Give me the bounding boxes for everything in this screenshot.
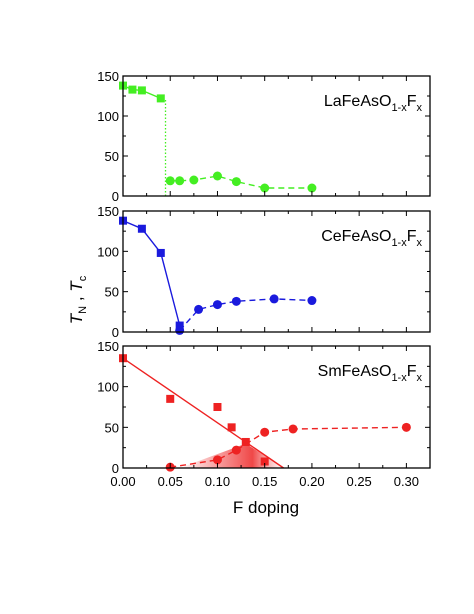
tc-series-point xyxy=(212,171,222,181)
y-tick-label: 100 xyxy=(97,380,119,395)
tc-series-point xyxy=(260,183,270,193)
tc-series-point xyxy=(269,294,279,304)
tc-series-point xyxy=(231,445,241,455)
y-axis-label: TN , Tc xyxy=(67,275,89,324)
panel-label: CeFeAsO1-xFx xyxy=(321,228,422,249)
x-axis: 0.00 0.05 0.10 0.15 0.20 0.25 0.30 xyxy=(110,474,419,489)
x-tick-label: 0.30 xyxy=(394,474,419,489)
tn-series-line xyxy=(122,220,181,326)
panel-2: 0 50 100 150 CeFeAsO1-xFx xyxy=(97,204,431,340)
x-tick-label: 0.10 xyxy=(205,474,230,489)
tc-series-point xyxy=(165,176,175,186)
tc-series-point xyxy=(175,176,185,186)
tc-series-point xyxy=(231,296,241,306)
tc-series-point xyxy=(231,177,241,187)
panel-1: 0 50 100 150 LaFeAsO1-xFx xyxy=(97,69,431,204)
tn-series-point xyxy=(241,437,250,446)
tc-series-point xyxy=(194,304,204,314)
y-tick-label: 50 xyxy=(105,285,119,300)
tn-series-point xyxy=(156,94,165,103)
x-axis-label: F doping xyxy=(233,498,299,517)
tn-series-point xyxy=(166,394,175,403)
tc-series-line xyxy=(170,426,407,468)
panel-3: 0 50 100 150 SmFeAsO1-xFx xyxy=(97,339,431,476)
tc-series-point xyxy=(288,424,298,434)
panel-label: LaFeAsO1-xFx xyxy=(324,93,423,114)
y-tick-label: 50 xyxy=(105,420,119,435)
tn-series-point xyxy=(137,224,146,233)
tc-series-point xyxy=(307,296,317,306)
y-tick-label: 100 xyxy=(97,109,119,124)
y-tick-label: 0 xyxy=(112,189,119,204)
tn-series-point xyxy=(213,403,222,411)
tc-series-line xyxy=(179,298,312,331)
y-tick-label: 100 xyxy=(97,244,119,259)
tc-series-point xyxy=(401,422,411,432)
panel-label: SmFeAsO1-xFx xyxy=(318,363,423,384)
tn-series-point xyxy=(156,248,165,257)
y-axis-title: TN , Tc xyxy=(67,275,89,324)
tc-series-point xyxy=(260,427,270,437)
tn-series-point xyxy=(175,321,184,330)
tc-series-point xyxy=(212,300,222,310)
tc-series-point xyxy=(189,175,199,185)
x-tick-label: 0.25 xyxy=(346,474,371,489)
tc-series-point xyxy=(212,455,222,465)
tc-series-point xyxy=(175,325,185,335)
x-tick-label: 0.00 xyxy=(110,474,135,489)
tn-series-point xyxy=(227,423,236,432)
tn-fit-line xyxy=(122,357,284,469)
x-tick-label: 0.05 xyxy=(158,474,183,489)
tn-series-point xyxy=(260,457,269,466)
y-tick-label: 150 xyxy=(97,69,119,84)
y-tick-label: 0 xyxy=(112,461,119,476)
tn-series-point xyxy=(128,85,137,94)
tc-series-point xyxy=(307,183,317,193)
y-tick-label: 50 xyxy=(105,149,119,164)
x-tick-label: 0.15 xyxy=(252,474,277,489)
tn-series-point xyxy=(137,86,146,95)
panels: 0 50 100 150 LaFeAsO1-xFx 0 50 100 150 CeFeAsO1-x… xyxy=(97,69,431,476)
y-tick-label: 150 xyxy=(97,204,119,219)
y-tick-label: 150 xyxy=(97,339,119,354)
x-tick-label: 0.20 xyxy=(299,474,324,489)
y-tick-label: 0 xyxy=(112,325,119,340)
tn-series-line xyxy=(122,84,162,100)
